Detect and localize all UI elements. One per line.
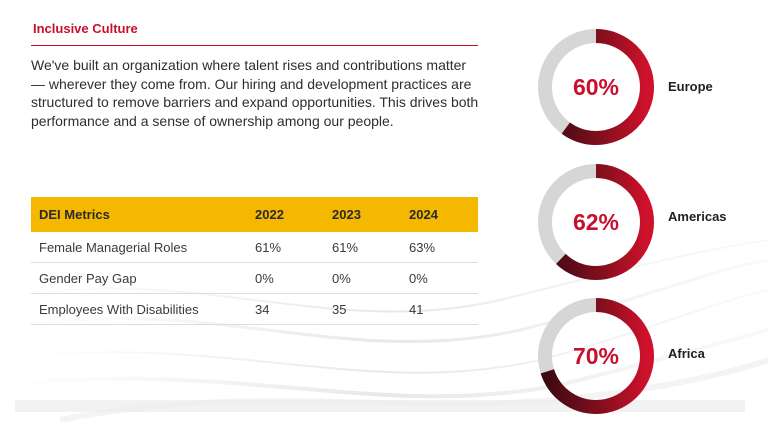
title-divider (31, 45, 478, 46)
row-label: Employees With Disabilities (31, 293, 247, 325)
dei-metrics-table: DEI Metrics 2022 2023 2024 Female Manage… (31, 197, 478, 325)
donut-arc-americas (538, 164, 654, 280)
donut-percent-africa: 70% (572, 343, 620, 369)
intro-paragraph: We've built an organization where talent… (31, 57, 479, 129)
donut-chart-europe: 60% (536, 27, 656, 147)
cell-value: 61% (247, 232, 324, 263)
header-2024: 2024 (401, 197, 478, 232)
header-metric: DEI Metrics (31, 197, 247, 232)
row-label: Gender Pay Gap (31, 262, 247, 294)
cell-value: 34 (247, 293, 324, 325)
cell-value: 63% (401, 232, 478, 263)
table-row: Female Managerial Roles 61% 61% 63% (31, 232, 478, 263)
donut-chart-africa: 70% (536, 296, 656, 416)
donut-percent-europe: 60% (572, 74, 620, 100)
region-label-americas: Americas (668, 209, 727, 224)
header-2022: 2022 (247, 197, 324, 232)
section-title: Inclusive Culture (33, 21, 138, 36)
cell-value: 35 (324, 293, 401, 325)
table-header-row: DEI Metrics 2022 2023 2024 (31, 197, 478, 232)
donut-arc-africa (538, 298, 654, 414)
donut-percent-americas: 62% (572, 209, 620, 235)
cell-value: 0% (324, 262, 401, 294)
region-label-europe: Europe (668, 79, 713, 94)
header-2023: 2023 (324, 197, 401, 232)
cell-value: 61% (324, 232, 401, 263)
cell-value: 0% (401, 262, 478, 294)
table-row: Employees With Disabilities 34 35 41 (31, 293, 478, 325)
cell-value: 0% (247, 262, 324, 294)
donut-arc-europe (538, 29, 654, 145)
donut-chart-americas: 62% (536, 162, 656, 282)
cell-value: 41 (401, 293, 478, 325)
row-label: Female Managerial Roles (31, 232, 247, 263)
table-row: Gender Pay Gap 0% 0% 0% (31, 262, 478, 294)
region-label-africa: Africa (668, 346, 705, 361)
